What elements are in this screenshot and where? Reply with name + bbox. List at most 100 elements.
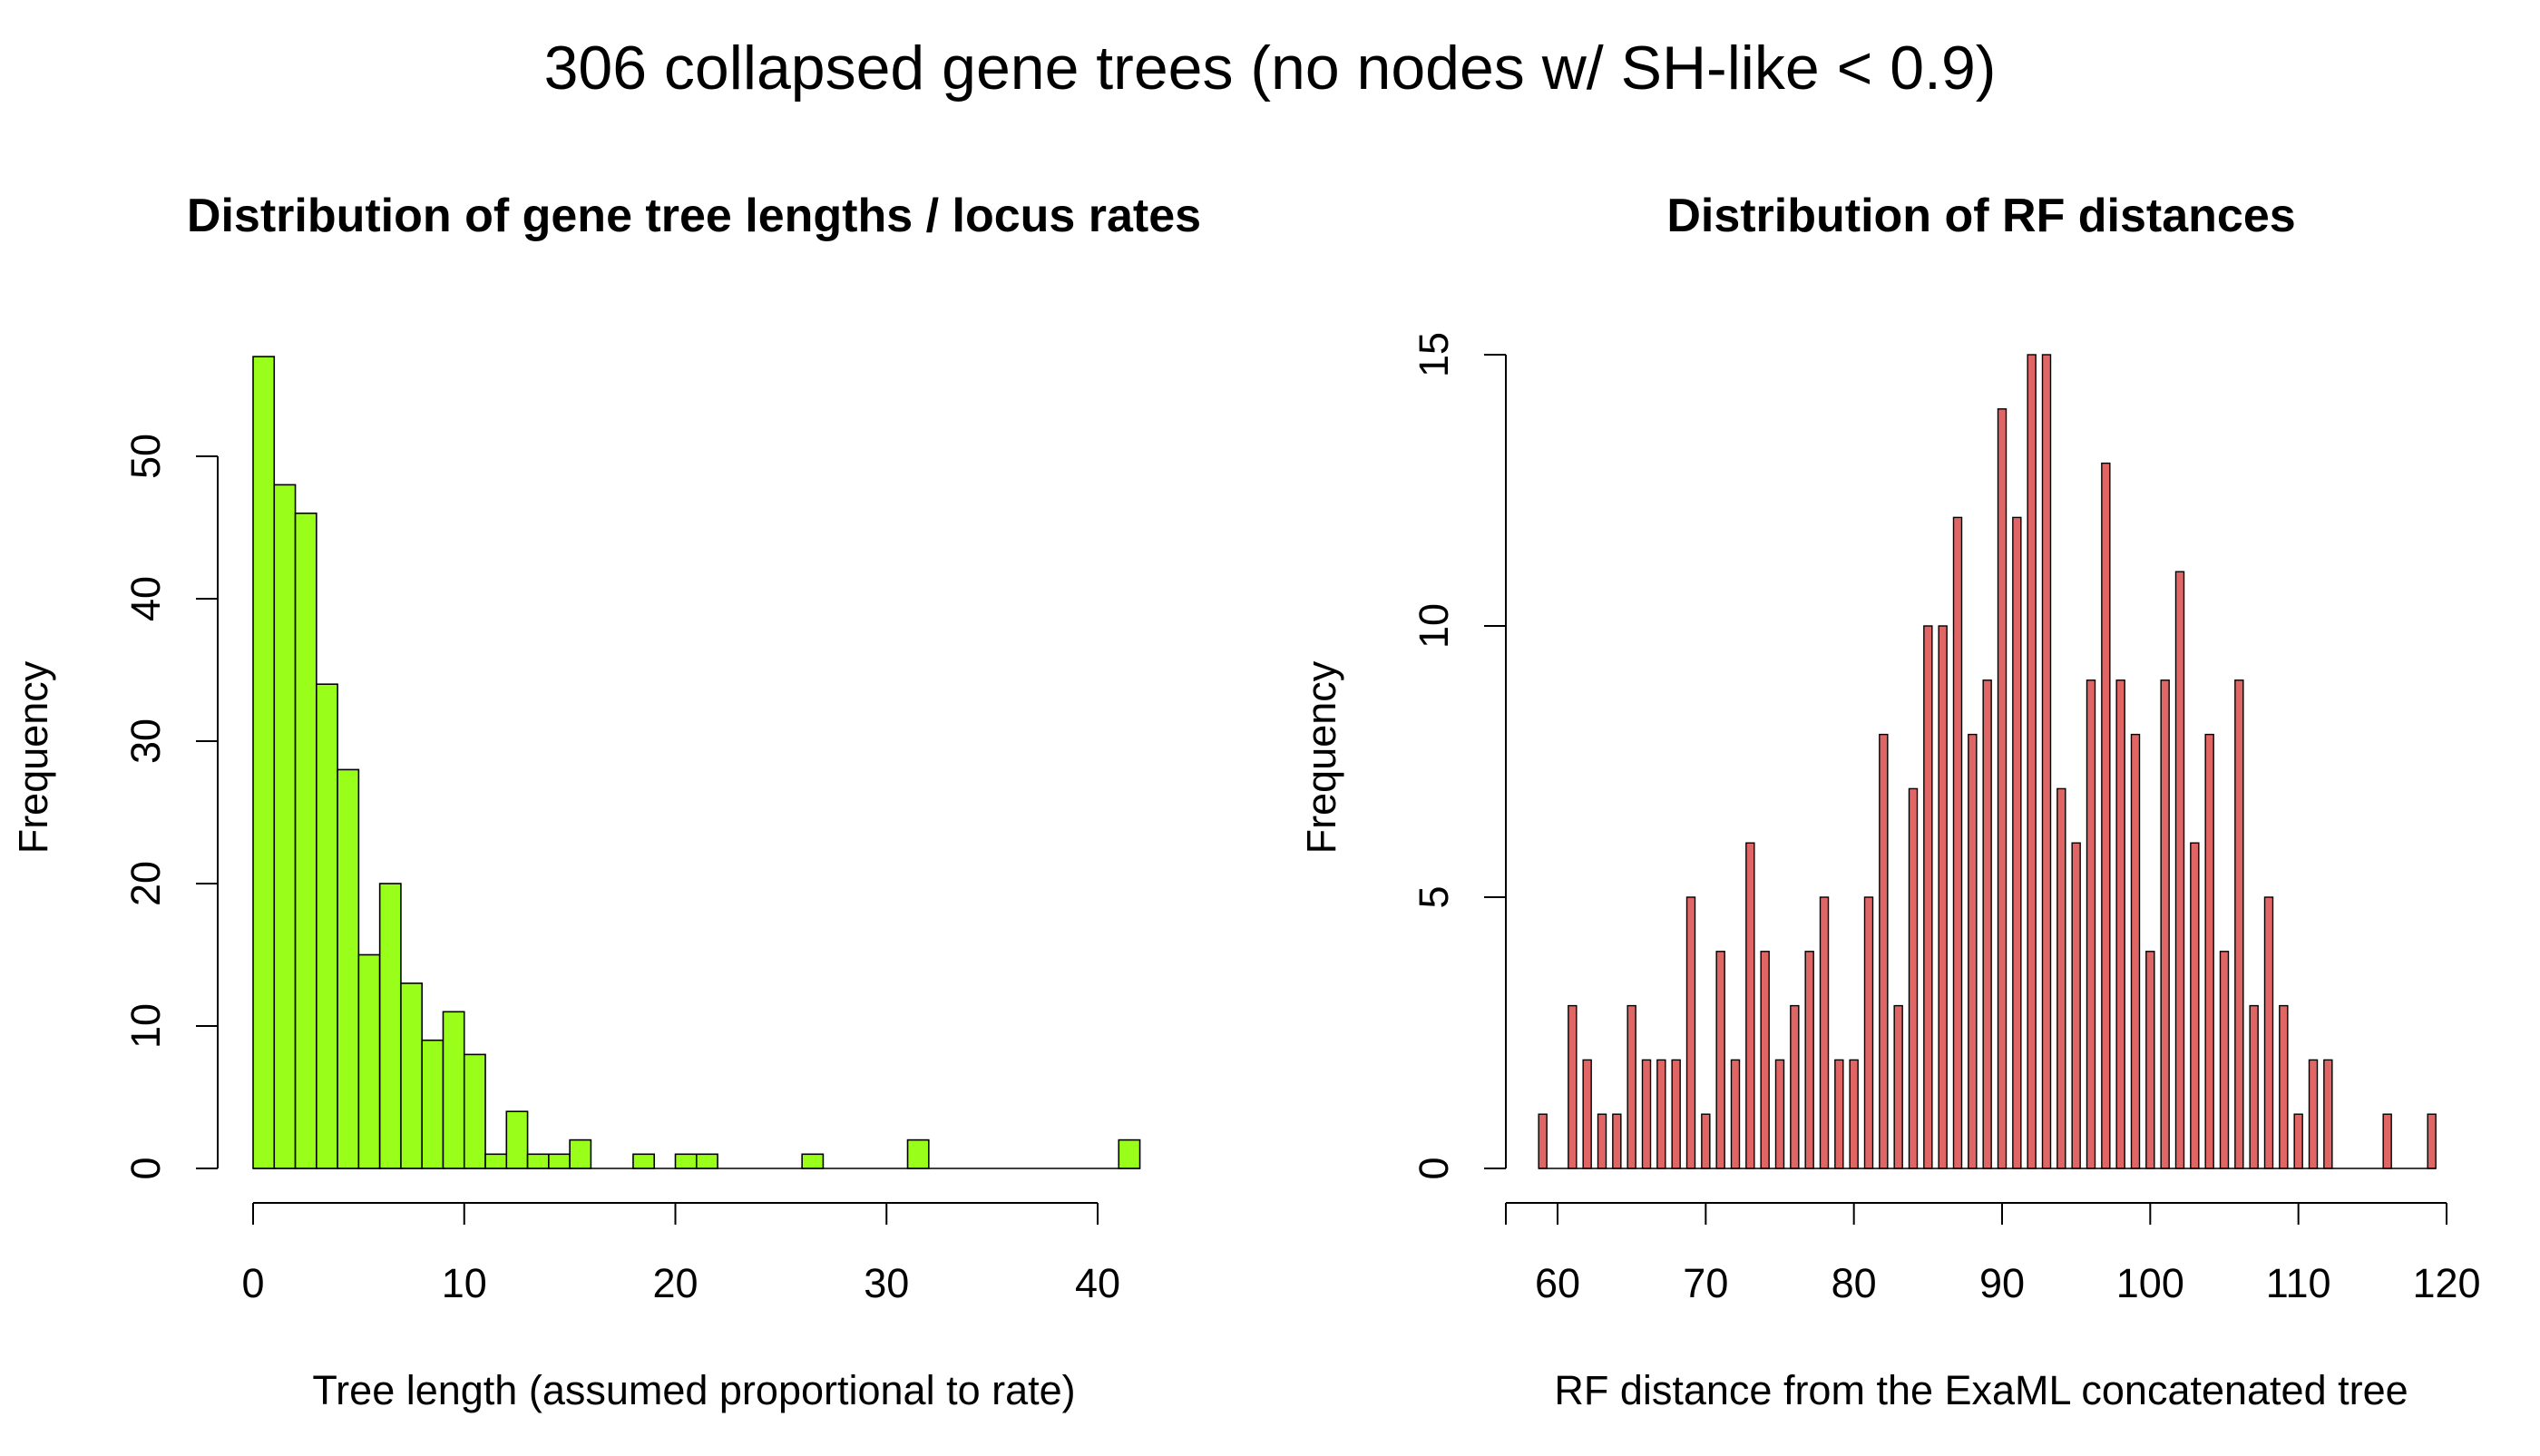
bar — [2160, 679, 2170, 1169]
histogram-bar — [294, 512, 318, 1169]
x-tick-label: 40 — [1075, 1260, 1120, 1306]
bar — [1893, 1004, 1903, 1169]
histogram-bar — [273, 484, 297, 1169]
bar — [2027, 354, 2037, 1169]
bar — [1568, 1004, 1578, 1169]
figure-title: 306 collapsed gene trees (no nodes w/ SH… — [544, 34, 1997, 103]
bar — [1760, 951, 1770, 1169]
bar — [1597, 1113, 1607, 1169]
histogram-bar — [548, 1153, 571, 1169]
histogram-bar — [378, 883, 402, 1169]
y-tick-label: 5 — [1411, 885, 1457, 908]
bar — [1804, 951, 1814, 1169]
left-y-axis-label: Frequency — [10, 660, 56, 854]
histogram-bar — [316, 683, 338, 1169]
bar — [1656, 1059, 1666, 1169]
bar — [2190, 842, 2200, 1169]
bar — [1849, 1059, 1859, 1169]
y-tick-label: 30 — [122, 718, 169, 764]
bar — [1834, 1059, 1844, 1169]
bar — [1819, 896, 1830, 1169]
y-tick-label: 50 — [122, 434, 169, 479]
bar — [1612, 1113, 1622, 1169]
y-tick-label: 10 — [122, 1003, 169, 1049]
histogram-bar — [463, 1053, 486, 1169]
bar — [2056, 787, 2066, 1169]
x-tick-label: 20 — [652, 1260, 698, 1306]
y-tick-label: 10 — [1411, 603, 1457, 649]
bar — [1938, 625, 1948, 1169]
left-axes: 0 10 20 30 40 0 10 20 30 40 50 — [122, 434, 1120, 1306]
bar — [1701, 1113, 1711, 1169]
x-tick-label: 30 — [864, 1260, 909, 1306]
bar — [1671, 1059, 1681, 1169]
right-axes: 60 70 80 90 100 110 120 0 5 10 15 — [1411, 332, 2481, 1306]
histogram-bar — [252, 356, 276, 1169]
histogram-bar — [442, 1011, 465, 1169]
bar — [2174, 571, 2185, 1169]
histogram-bar — [357, 953, 381, 1169]
bar — [1627, 1004, 1636, 1169]
bar — [1968, 733, 1978, 1169]
x-tick-label: 0 — [241, 1260, 264, 1306]
bar — [1685, 896, 1696, 1169]
histogram-bar — [674, 1153, 698, 1169]
x-tick-label: 120 — [2412, 1260, 2480, 1306]
x-tick-label: 60 — [1535, 1260, 1580, 1306]
x-tick-label: 70 — [1683, 1260, 1728, 1306]
x-tick-label: 110 — [2266, 1260, 2331, 1306]
bar — [1790, 1004, 1800, 1169]
bar — [2263, 896, 2274, 1169]
bar — [1730, 1059, 1741, 1169]
histogram-bar — [906, 1138, 930, 1169]
bar — [2086, 679, 2096, 1169]
right-y-axis-label: Frequency — [1298, 660, 1344, 854]
histogram-bar — [632, 1153, 656, 1169]
histogram-bar — [505, 1110, 529, 1169]
histogram-bar — [569, 1138, 592, 1169]
y-tick-label: 20 — [122, 861, 169, 906]
x-tick-label: 80 — [1832, 1260, 1877, 1306]
bar — [1641, 1059, 1652, 1169]
x-tick-label: 10 — [442, 1260, 487, 1306]
bar — [1863, 896, 1874, 1169]
bar — [1923, 625, 1933, 1169]
left-chart-title: Distribution of gene tree lengths / locu… — [187, 190, 1201, 242]
histogram-bar — [337, 768, 360, 1169]
left-histogram-panel: Distribution of gene tree lengths / locu… — [10, 190, 1201, 1413]
x-tick-label: 90 — [1979, 1260, 2025, 1306]
bar — [1908, 787, 1919, 1169]
bar — [1538, 1113, 1548, 1169]
left-bars — [252, 356, 1141, 1169]
bar — [2234, 679, 2244, 1169]
histogram-bar — [1118, 1138, 1141, 1169]
bar — [1582, 1059, 1592, 1169]
y-tick-label: 0 — [1411, 1157, 1457, 1179]
bar — [2382, 1113, 2392, 1169]
histogram-bar — [400, 982, 423, 1169]
bar — [1715, 951, 1725, 1169]
left-x-axis-label: Tree length (assumed proportional to rat… — [312, 1367, 1075, 1413]
bar — [2279, 1004, 2289, 1169]
bar — [2249, 1004, 2259, 1169]
histogram-bar — [526, 1153, 550, 1169]
histogram-bar — [421, 1039, 444, 1169]
right-bars — [1538, 354, 2437, 1169]
bar — [1952, 516, 1963, 1169]
bar — [1879, 733, 1889, 1169]
right-x-axis-label: RF distance from the ExaML concatenated … — [1554, 1367, 2408, 1413]
bar — [2101, 462, 2111, 1169]
histogram-bar — [695, 1153, 718, 1169]
x-tick-label: 100 — [2116, 1260, 2184, 1306]
y-tick-label: 15 — [1411, 332, 1457, 377]
bar — [2071, 842, 2081, 1169]
bar — [2308, 1059, 2319, 1169]
bar — [2145, 951, 2155, 1169]
bar — [2115, 679, 2125, 1169]
bar — [2219, 951, 2230, 1169]
y-tick-label: 40 — [122, 576, 169, 621]
bar — [2427, 1113, 2437, 1169]
histogram-bar — [484, 1153, 508, 1169]
